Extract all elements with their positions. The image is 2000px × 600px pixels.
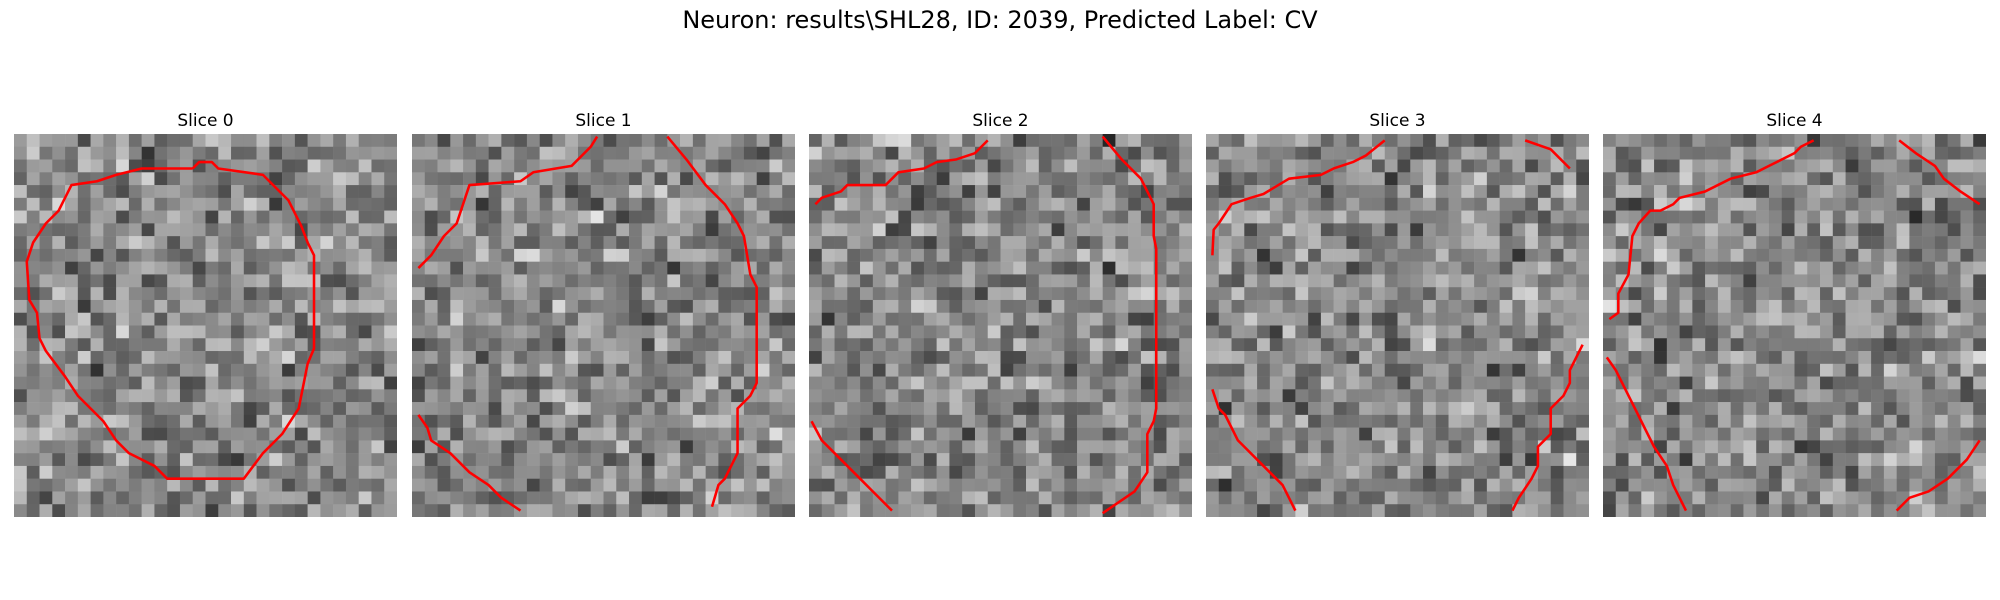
contour-line xyxy=(810,420,893,512)
contour-line xyxy=(814,139,989,206)
contour-line xyxy=(25,160,316,480)
slice-panel-2: Slice 2 xyxy=(809,110,1192,517)
slice-image xyxy=(412,134,795,517)
contour-line xyxy=(1898,139,1981,206)
slice-title: Slice 2 xyxy=(972,111,1029,131)
contour-line xyxy=(1524,139,1571,170)
slice-title: Slice 3 xyxy=(1369,111,1426,131)
slice-image xyxy=(1603,134,1986,517)
slice-title: Slice 0 xyxy=(177,111,234,131)
slice-panel-0: Slice 0 xyxy=(14,110,397,517)
contour-line xyxy=(666,135,758,508)
contour-line xyxy=(1211,139,1386,256)
slice-panel-4: Slice 4 xyxy=(1603,110,1986,517)
slice-panel-3: Slice 3 xyxy=(1206,110,1589,517)
contour-line xyxy=(417,135,599,269)
contour-line xyxy=(1605,356,1688,512)
slice-title: Slice 4 xyxy=(1766,111,1823,131)
contour-line xyxy=(1211,388,1297,512)
figure-title: Neuron: results\SHL28, ID: 2039, Predict… xyxy=(682,6,1318,34)
contour-line xyxy=(1608,139,1815,321)
slice-title: Slice 1 xyxy=(575,111,632,131)
contour-line xyxy=(417,414,522,512)
contour-line xyxy=(1101,135,1158,515)
slice-panel-1: Slice 1 xyxy=(412,110,795,517)
slice-image xyxy=(809,134,1192,517)
slice-image xyxy=(14,134,397,517)
slice-image xyxy=(1206,134,1589,517)
contour-line xyxy=(1511,344,1584,512)
contour-line xyxy=(1895,439,1981,512)
